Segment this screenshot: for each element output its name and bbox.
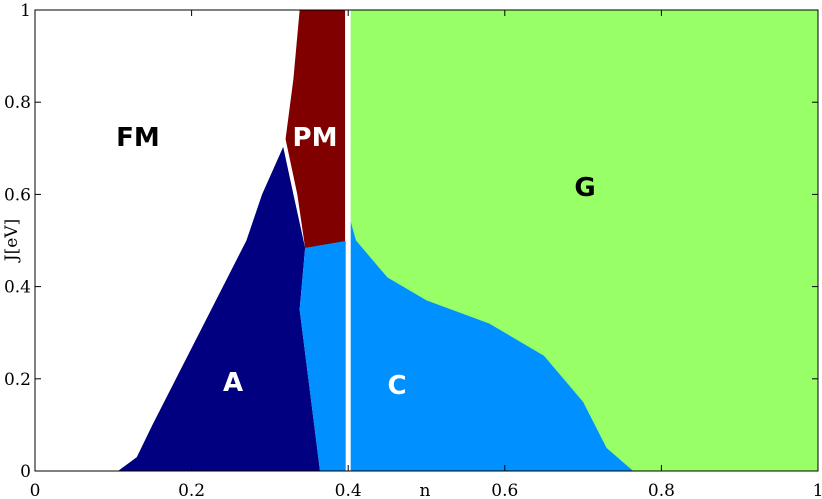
region <box>285 10 346 248</box>
x-tick-label: 0.4 <box>335 481 362 499</box>
y-tick-label: 0 <box>20 462 31 482</box>
x-tick-label: 1 <box>813 481 822 499</box>
x-tick-label: 0.2 <box>178 481 205 499</box>
y-axis-label: J[eV] <box>2 219 22 263</box>
y-tick-label: 0.2 <box>4 370 31 390</box>
region <box>35 10 300 471</box>
region-label: C <box>387 371 406 401</box>
region-label: PM <box>293 123 338 153</box>
x-axis-label: n <box>420 481 431 499</box>
x-tick-label: 0.8 <box>648 481 675 499</box>
region <box>299 212 634 471</box>
y-tick-label: 0.8 <box>4 93 31 113</box>
y-tick-label: 0.4 <box>4 278 31 298</box>
region-label: FM <box>116 123 160 153</box>
region <box>117 146 321 472</box>
plot-frame <box>34 9 819 472</box>
region-label: A <box>223 368 243 398</box>
y-tick-label: 1 <box>20 1 31 21</box>
x-tick-label: 0.6 <box>491 481 518 499</box>
region-label: G <box>574 173 595 203</box>
x-tick-label: 0 <box>30 481 41 499</box>
y-tick-label: 0.6 <box>4 185 31 205</box>
